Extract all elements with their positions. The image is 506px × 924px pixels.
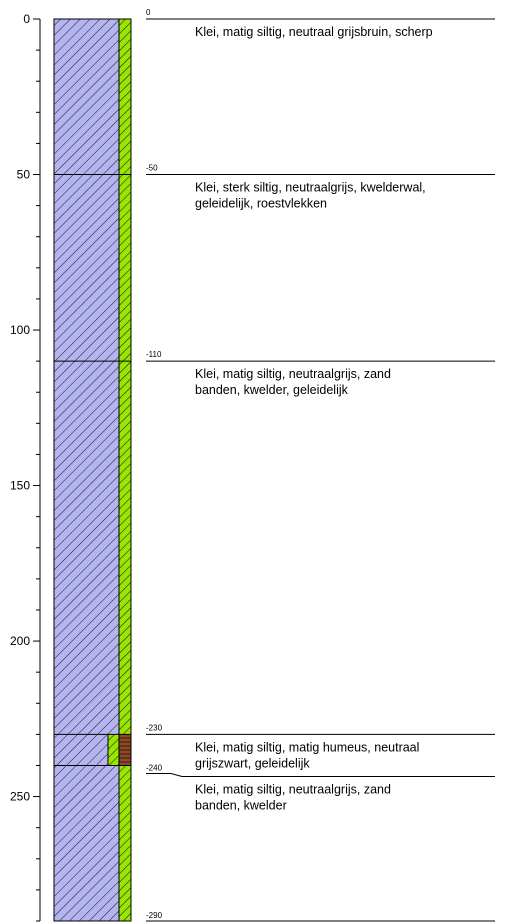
layer-descriptions: 0 Klei, matig siltig, neutraal grijsbruin… — [146, 8, 495, 922]
layer-top-label: -240 — [146, 763, 163, 772]
layer-description-line: Klei, matig siltig, neutraal grijsbruin,… — [195, 25, 433, 39]
layer-top-label: -50 — [146, 164, 158, 173]
depth-tick-label: 250 — [10, 790, 30, 804]
layer-top-label: -110 — [146, 350, 162, 359]
layer-description: Klei, sterk siltig, neutraalgrijs, kweld… — [195, 181, 426, 211]
humus-layer-organic-fill — [119, 734, 131, 766]
column-outline — [53, 18, 132, 922]
depth-tick-label: 150 — [10, 479, 30, 493]
layer-top-label: -230 — [146, 723, 163, 732]
humus-layer-silt-fill — [108, 734, 119, 766]
layer-top-label: 0 — [146, 8, 151, 17]
layer-description: Klei, matig siltig, neutraal grijsbruin,… — [195, 25, 433, 39]
depth-axis: 0 50 100 150 200 250 — [10, 12, 41, 922]
layer-description-line: Klei, matig siltig, neutraalgrijs, zand — [195, 367, 391, 381]
depth-tick-label: 50 — [17, 168, 31, 182]
layer-description-line: banden, kwelder, geleidelijk — [195, 383, 349, 397]
layer-description: Klei, matig siltig, neutraalgrijs, zand b… — [195, 367, 391, 397]
layer-description-line: Klei, sterk siltig, neutraalgrijs, kweld… — [195, 181, 426, 195]
clay-column-fill — [54, 19, 119, 921]
layer-description-line: banden, kwelder — [195, 798, 287, 812]
layer-description-line: grijszwart, geleidelijk — [195, 756, 310, 770]
layer-description-line: Klei, matig siltig, neutraalgrijs, zand — [195, 782, 391, 796]
layer-description-line: Klei, matig siltig, matig humeus, neutra… — [195, 740, 419, 754]
layer-description: Klei, matig siltig, neutraalgrijs, zand b… — [195, 782, 391, 812]
bottom-depth-label: -290 — [146, 911, 163, 920]
depth-tick-label: 0 — [23, 12, 30, 26]
layer-leader-line — [146, 772, 495, 777]
depth-tick-label: 200 — [10, 634, 30, 648]
soil-column — [53, 18, 132, 922]
silt-strip-fill — [119, 19, 131, 921]
layer-description: Klei, matig siltig, matig humeus, neutra… — [195, 740, 419, 770]
depth-tick-label: 100 — [10, 323, 30, 337]
layer-description-line: geleidelijk, roestvlekken — [195, 197, 327, 211]
